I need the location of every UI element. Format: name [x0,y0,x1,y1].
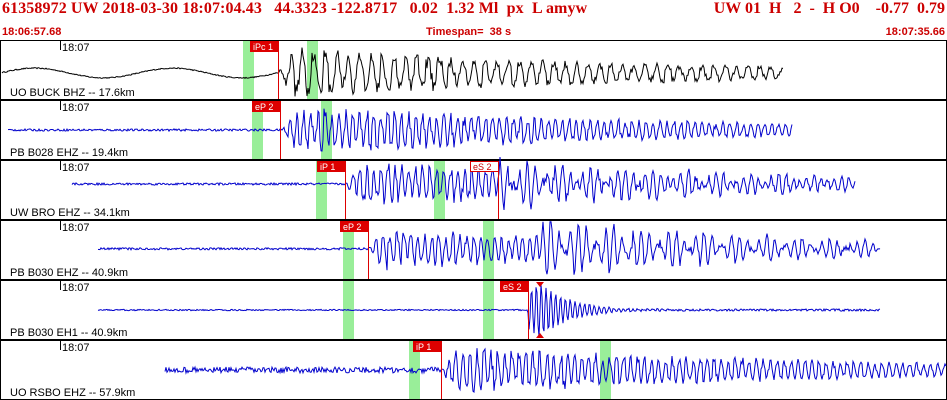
panel-border [0,40,947,100]
theoretical-arrival-band [409,341,420,399]
waveform-trace [97,284,881,337]
minute-tick-label: 18:07 [62,102,90,114]
station-channel-label: PB B028 EHZ -- 19.4km [10,147,128,159]
phase-pick-flag[interactable] [500,281,529,292]
panel-border [0,340,947,400]
trace-panel[interactable]: 18:07 iP 1 UO RSBO EHZ -- 57.9km [0,340,947,400]
waveform-trace [1,47,784,97]
end-time: 18:07:35.66 [885,26,945,38]
phase-pick-flag[interactable] [252,101,281,112]
minute-tick-label: 18:07 [62,162,90,174]
phase-pick-flag[interactable] [317,161,346,172]
theoretical-arrival-band [600,341,611,399]
theoretical-arrival-band [252,101,263,159]
theoretical-arrival-band [243,41,254,99]
phase-pick-label: eP 2 [255,102,273,112]
phase-pick-flag[interactable] [250,41,279,52]
phase-pick-flag[interactable] [340,221,369,232]
minute-tick-label: 18:07 [62,42,90,54]
phase-pick-label: iP 1 [320,162,335,172]
phase-pick-label: eS 2 [503,282,522,292]
amplitude-marker [536,282,544,287]
station-channel-label: UO BUCK BHZ -- 17.6km [10,87,135,99]
station-channel-label: PB B030 EH1 -- 40.9km [10,327,127,339]
theoretical-arrival-band [321,101,332,159]
station-channel-label: PB B030 EHZ -- 40.9km [10,267,128,279]
waveform-trace [164,347,947,393]
phase-pick-label: iP 1 [416,342,431,352]
minute-tick-label: 18:07 [62,222,90,234]
waveform-trace [97,221,881,275]
timespan: Timespan= 38 s [426,26,512,38]
phase-pick-flag[interactable] [470,161,499,172]
event-summary: 61358972 UW 2018-03-30 18:07:04.43 44.33… [2,0,588,17]
theoretical-arrival-band [316,161,327,219]
minute-tick-label: 18:07 [62,342,90,354]
panel-border [0,100,947,160]
theoretical-arrival-band [483,221,494,279]
phase-pick-label: eP 2 [343,222,361,232]
trace-panel[interactable]: 18:07 eS 2 PB B030 EH1 -- 40.9km [0,280,947,340]
theoretical-arrival-band [307,41,318,99]
start-time: 18:06:57.68 [2,26,62,38]
trace-panel[interactable]: 18:07 eP 2 PB B028 EHZ -- 19.4km [0,100,947,160]
phase-pick-flag[interactable] [413,341,442,352]
theoretical-arrival-band [343,221,354,279]
phase-pick-label: iPc 1 [253,42,273,52]
trace-panel[interactable]: 18:07 eP 2 PB B030 EHZ -- 40.9km [0,220,947,280]
phase-pick-label: eS 2 [473,162,492,172]
waveform-trace [7,108,793,152]
station-channel-label: UO RSBO EHZ -- 57.9km [10,387,135,399]
trace-panel[interactable]: 18:07 iPc 1 UO BUCK BHZ -- 17.6km [0,40,947,100]
trace-panel[interactable]: 18:07 iP 1 eS 2 UW BRO EHZ -- 34.1km [0,156,947,220]
event-header: 61358972 UW 2018-03-30 18:07:04.43 44.33… [0,0,947,24]
theoretical-arrival-band [434,161,445,219]
station-channel-label: UW BRO EHZ -- 34.1km [10,207,130,219]
amplitude-marker [536,333,544,338]
waveform-trace [71,156,856,211]
event-quality: UW 01 H 2 - H O0 -0.77 0.79 [713,0,945,17]
minute-tick-label: 18:07 [62,282,90,294]
